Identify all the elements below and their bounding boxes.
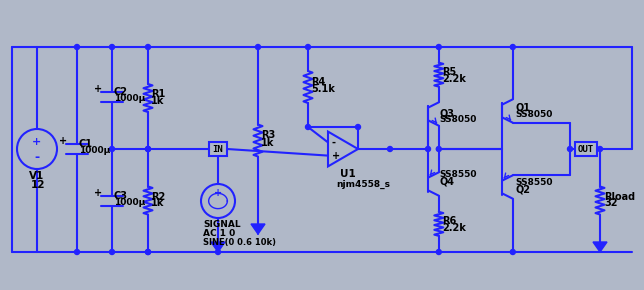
Text: Q3: Q3 xyxy=(440,108,455,118)
Text: +: + xyxy=(32,137,42,147)
Text: SS8050: SS8050 xyxy=(440,115,477,124)
Circle shape xyxy=(305,124,310,130)
Text: 1k: 1k xyxy=(151,198,164,209)
Text: 2.2k: 2.2k xyxy=(442,223,466,233)
Text: 32: 32 xyxy=(604,198,618,209)
Text: SINE(0 0.6 10k): SINE(0 0.6 10k) xyxy=(203,238,276,247)
Text: njm4558_s: njm4558_s xyxy=(336,180,390,188)
Text: +: + xyxy=(94,84,102,94)
Polygon shape xyxy=(211,242,225,252)
Circle shape xyxy=(146,249,151,255)
Text: 1k: 1k xyxy=(261,137,274,148)
Circle shape xyxy=(75,249,79,255)
Circle shape xyxy=(305,44,310,50)
Polygon shape xyxy=(251,224,265,234)
Circle shape xyxy=(146,249,151,255)
Circle shape xyxy=(510,44,515,50)
Text: Q4: Q4 xyxy=(440,177,455,187)
FancyBboxPatch shape xyxy=(575,142,597,156)
Circle shape xyxy=(436,146,441,151)
Circle shape xyxy=(216,249,220,255)
Circle shape xyxy=(510,249,515,255)
Text: 12: 12 xyxy=(31,180,46,190)
Text: 2.2k: 2.2k xyxy=(442,74,466,84)
Text: R3: R3 xyxy=(261,130,275,140)
Text: U1: U1 xyxy=(340,169,355,180)
Text: Rload: Rload xyxy=(604,191,635,202)
Text: +: + xyxy=(214,188,222,197)
Text: 1000μ: 1000μ xyxy=(114,94,146,103)
Text: R4: R4 xyxy=(311,77,325,87)
Text: OUT: OUT xyxy=(578,144,594,153)
Text: -: - xyxy=(332,137,336,147)
Text: SS8550: SS8550 xyxy=(440,170,477,179)
Text: SIGNAL: SIGNAL xyxy=(203,220,241,229)
Text: R6: R6 xyxy=(442,216,456,226)
Text: Q2: Q2 xyxy=(516,185,531,195)
Text: IN: IN xyxy=(213,144,223,153)
Circle shape xyxy=(436,44,441,50)
Circle shape xyxy=(598,146,603,151)
Text: Q1: Q1 xyxy=(516,103,531,113)
Text: -: - xyxy=(34,151,39,164)
Text: R1: R1 xyxy=(151,89,166,99)
Circle shape xyxy=(109,249,115,255)
Text: 1k: 1k xyxy=(151,96,164,106)
Text: R5: R5 xyxy=(442,67,456,77)
Circle shape xyxy=(355,124,361,130)
Circle shape xyxy=(388,146,392,151)
Polygon shape xyxy=(593,242,607,252)
Text: R2: R2 xyxy=(151,191,166,202)
Circle shape xyxy=(426,146,430,151)
Circle shape xyxy=(146,146,151,151)
FancyBboxPatch shape xyxy=(209,142,227,156)
Circle shape xyxy=(109,146,115,151)
Circle shape xyxy=(567,146,573,151)
Text: AC 1 0: AC 1 0 xyxy=(203,229,235,238)
Text: SS8550: SS8550 xyxy=(516,178,553,187)
Text: +: + xyxy=(59,136,67,146)
Text: V1: V1 xyxy=(29,171,44,181)
Text: C1: C1 xyxy=(79,139,93,149)
Text: +: + xyxy=(332,151,340,161)
Circle shape xyxy=(256,44,261,50)
Circle shape xyxy=(75,44,79,50)
Circle shape xyxy=(146,146,151,151)
Text: +: + xyxy=(94,188,102,198)
Text: 5.1k: 5.1k xyxy=(311,84,335,94)
Circle shape xyxy=(109,44,115,50)
Circle shape xyxy=(436,249,441,255)
Text: C3: C3 xyxy=(114,191,128,201)
Text: C2: C2 xyxy=(114,87,128,97)
Text: 1000μ: 1000μ xyxy=(114,198,146,207)
Circle shape xyxy=(146,44,151,50)
Text: 1000μ: 1000μ xyxy=(79,146,110,155)
Text: SS8050: SS8050 xyxy=(516,110,553,119)
